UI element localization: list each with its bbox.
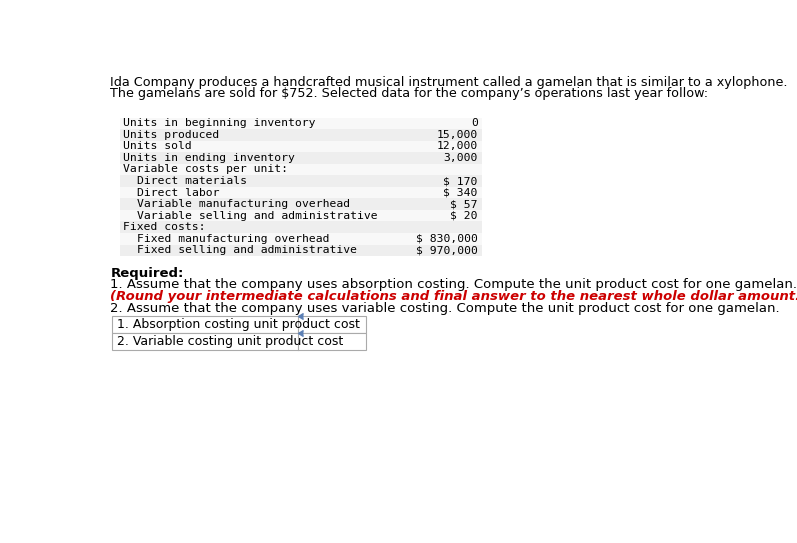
Text: Required:: Required: — [111, 267, 184, 280]
Bar — [120, 152, 482, 164]
Text: 1. Absorption costing unit product cost: 1. Absorption costing unit product cost — [116, 318, 359, 331]
Bar — [120, 164, 482, 175]
Bar — [120, 187, 482, 198]
Bar — [112, 333, 367, 350]
Text: Ida Company produces a handcrafted musical instrument called a gamelan that is s: Ida Company produces a handcrafted music… — [111, 76, 788, 89]
Text: Direct materials: Direct materials — [137, 176, 247, 186]
Text: Units sold: Units sold — [123, 141, 191, 151]
Bar — [120, 198, 482, 210]
Bar — [120, 129, 482, 141]
Bar — [120, 222, 482, 233]
Text: $ 170: $ 170 — [443, 176, 478, 186]
Text: Fixed manufacturing overhead: Fixed manufacturing overhead — [137, 234, 329, 244]
Text: $ 20: $ 20 — [450, 211, 478, 220]
Text: $ 830,000: $ 830,000 — [416, 234, 478, 244]
Text: 2. Variable costing unit product cost: 2. Variable costing unit product cost — [116, 335, 343, 348]
Text: Variable selling and administrative: Variable selling and administrative — [137, 211, 378, 220]
Text: $ 57: $ 57 — [450, 199, 478, 209]
Text: 1. Assume that the company uses absorption costing. Compute the unit product cos: 1. Assume that the company uses absorpti… — [111, 279, 797, 292]
Text: 3,000: 3,000 — [443, 153, 478, 163]
Text: Units in ending inventory: Units in ending inventory — [123, 153, 295, 163]
Text: Units produced: Units produced — [123, 130, 219, 140]
Text: Fixed costs:: Fixed costs: — [123, 222, 206, 232]
Bar — [112, 316, 367, 333]
Text: Fixed selling and administrative: Fixed selling and administrative — [137, 245, 357, 255]
Bar — [120, 233, 482, 244]
Text: 15,000: 15,000 — [437, 130, 478, 140]
Bar — [120, 117, 482, 129]
Text: Direct labor: Direct labor — [137, 187, 219, 198]
Text: 2. Assume that the company uses variable costing. Compute the unit product cost : 2. Assume that the company uses variable… — [111, 301, 780, 314]
Text: Variable manufacturing overhead: Variable manufacturing overhead — [137, 199, 350, 209]
Text: $ 340: $ 340 — [443, 187, 478, 198]
Bar — [120, 175, 482, 187]
Text: $ 970,000: $ 970,000 — [416, 245, 478, 255]
Text: Variable costs per unit:: Variable costs per unit: — [123, 165, 288, 174]
Bar — [120, 141, 482, 152]
Text: (Round your intermediate calculations and final answer to the nearest whole doll: (Round your intermediate calculations an… — [111, 290, 797, 303]
Text: 12,000: 12,000 — [437, 141, 478, 151]
Text: The gamelans are sold for $752. Selected data for the company’s operations last : The gamelans are sold for $752. Selected… — [111, 87, 709, 100]
Text: Units in beginning inventory: Units in beginning inventory — [123, 118, 316, 128]
Bar — [120, 244, 482, 256]
Bar — [120, 210, 482, 222]
Text: 0: 0 — [471, 118, 478, 128]
